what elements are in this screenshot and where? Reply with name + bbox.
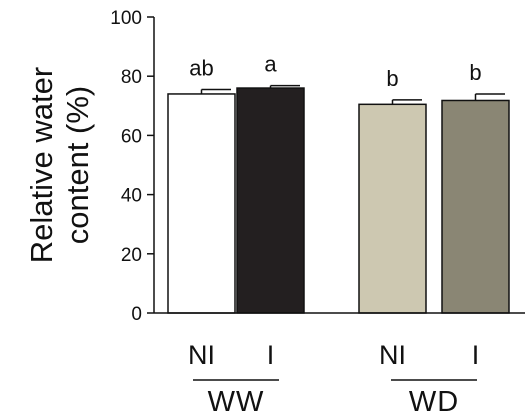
y-tick-label: 60 — [121, 126, 142, 147]
y-tick-label: 20 — [121, 245, 142, 266]
significance-label: b — [386, 66, 398, 91]
bar — [358, 103, 427, 314]
bar — [167, 93, 236, 314]
significance-label: b — [469, 60, 481, 85]
group-label: WW — [208, 386, 265, 417]
y-axis: 0 20 40 60 80 100 — [110, 8, 155, 325]
category-label: NI — [379, 340, 406, 370]
y-axis-label: Relative water content (%) — [24, 67, 95, 263]
y-tick-label: 0 — [131, 304, 142, 325]
y-axis-label-line: Relative water — [24, 67, 59, 263]
x-axis: NI I NI IWW WD — [154, 312, 525, 417]
category-label: I — [472, 340, 480, 370]
significance-label: ab — [189, 56, 213, 81]
category-label: NI — [188, 340, 215, 370]
y-tick-label: 100 — [110, 8, 142, 29]
bar — [441, 99, 510, 314]
bar — [236, 87, 305, 314]
y-axis-label-line: content (%) — [60, 86, 95, 245]
significance-label: a — [264, 52, 277, 77]
y-tick-label: 80 — [121, 67, 142, 88]
group-label: WD — [409, 386, 459, 417]
category-label: I — [267, 340, 275, 370]
y-tick-label: 40 — [121, 186, 142, 207]
bars: ab ab b — [167, 52, 510, 314]
